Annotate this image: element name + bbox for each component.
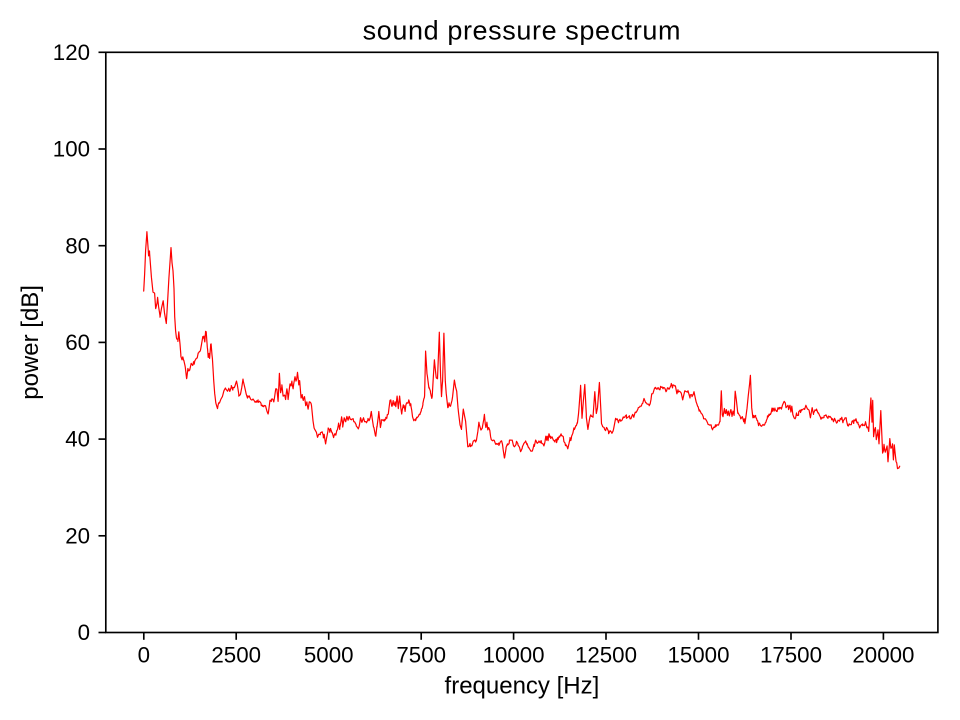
svg-text:120: 120	[53, 40, 90, 65]
svg-text:20: 20	[65, 523, 90, 548]
svg-text:15000: 15000	[667, 642, 729, 667]
svg-text:7500: 7500	[396, 642, 446, 667]
svg-text:sound pressure spectrum: sound pressure spectrum	[363, 16, 681, 46]
svg-text:20000: 20000	[852, 642, 914, 667]
svg-text:frequency [Hz]: frequency [Hz]	[445, 672, 600, 699]
svg-text:17500: 17500	[760, 642, 822, 667]
svg-text:power [dB]: power [dB]	[17, 285, 44, 400]
svg-text:40: 40	[65, 427, 90, 452]
svg-text:2500: 2500	[211, 642, 261, 667]
svg-text:0: 0	[78, 620, 90, 645]
svg-text:100: 100	[53, 137, 90, 162]
svg-text:60: 60	[65, 330, 90, 355]
svg-text:5000: 5000	[304, 642, 354, 667]
svg-text:12500: 12500	[575, 642, 637, 667]
svg-text:0: 0	[138, 642, 150, 667]
svg-text:80: 80	[65, 233, 90, 258]
svg-text:10000: 10000	[483, 642, 545, 667]
